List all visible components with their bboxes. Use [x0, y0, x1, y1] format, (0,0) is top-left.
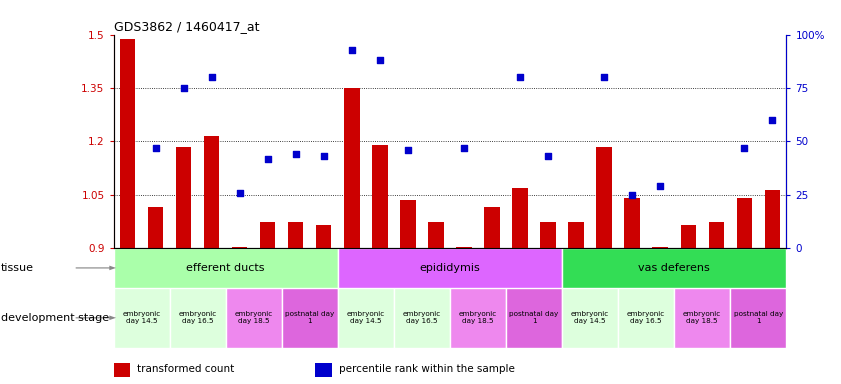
Text: embryonic
day 18.5: embryonic day 18.5 — [459, 311, 497, 324]
Bar — [512, 188, 528, 248]
Bar — [680, 225, 696, 248]
Point — [626, 192, 639, 198]
Bar — [674, 288, 730, 348]
Point — [765, 117, 779, 123]
Text: embryonic
day 18.5: embryonic day 18.5 — [235, 311, 272, 324]
Bar — [288, 222, 304, 248]
Text: postnatal day
1: postnatal day 1 — [733, 311, 783, 324]
Bar — [114, 248, 338, 288]
Bar — [764, 190, 780, 248]
Bar — [120, 39, 135, 248]
Bar — [400, 200, 415, 248]
Bar — [114, 362, 130, 377]
Text: GDS3862 / 1460417_at: GDS3862 / 1460417_at — [114, 20, 259, 33]
Bar — [316, 225, 331, 248]
Point — [401, 147, 415, 153]
Point — [149, 145, 162, 151]
Bar — [569, 222, 584, 248]
Bar — [315, 362, 332, 377]
Bar — [428, 222, 444, 248]
Point — [233, 190, 246, 196]
Text: embryonic
day 18.5: embryonic day 18.5 — [683, 311, 722, 324]
Bar — [562, 288, 618, 348]
Point — [289, 151, 303, 157]
Point — [653, 183, 667, 189]
Text: efferent ducts: efferent ducts — [187, 263, 265, 273]
Point — [513, 74, 526, 80]
Point — [597, 74, 611, 80]
Bar — [737, 199, 752, 248]
Text: embryonic
day 14.5: embryonic day 14.5 — [123, 311, 161, 324]
Bar — [176, 147, 192, 248]
Bar — [204, 136, 220, 248]
Bar — [618, 288, 674, 348]
Bar — [114, 248, 786, 355]
Text: percentile rank within the sample: percentile rank within the sample — [339, 364, 515, 374]
Text: tissue: tissue — [1, 263, 34, 273]
Point — [458, 145, 471, 151]
Bar — [225, 288, 282, 348]
Bar — [730, 288, 786, 348]
Bar — [260, 222, 276, 248]
Bar — [114, 288, 170, 348]
Bar — [506, 288, 562, 348]
Bar — [456, 247, 472, 248]
Text: postnatal day
1: postnatal day 1 — [285, 311, 335, 324]
Bar — [372, 145, 388, 248]
Text: postnatal day
1: postnatal day 1 — [510, 311, 558, 324]
Bar — [562, 248, 786, 288]
Text: embryonic
day 16.5: embryonic day 16.5 — [178, 311, 217, 324]
Bar — [540, 222, 556, 248]
Point — [738, 145, 751, 151]
Bar — [170, 288, 225, 348]
Point — [205, 74, 219, 80]
Bar — [394, 288, 450, 348]
Bar — [282, 288, 338, 348]
Text: embryonic
day 16.5: embryonic day 16.5 — [627, 311, 665, 324]
Point — [373, 57, 387, 63]
Bar — [708, 222, 724, 248]
Bar — [450, 288, 506, 348]
Bar — [624, 199, 640, 248]
Bar — [596, 147, 612, 248]
Point — [177, 85, 190, 91]
Bar — [338, 248, 562, 288]
Text: vas deferens: vas deferens — [638, 263, 710, 273]
Point — [317, 153, 331, 159]
Bar — [653, 247, 668, 248]
Bar — [338, 288, 394, 348]
Point — [261, 156, 274, 162]
Text: transformed count: transformed count — [137, 364, 235, 374]
Bar — [148, 207, 163, 248]
Text: development stage: development stage — [1, 313, 109, 323]
Point — [542, 153, 555, 159]
Point — [345, 46, 358, 53]
Text: embryonic
day 16.5: embryonic day 16.5 — [403, 311, 441, 324]
Text: embryonic
day 14.5: embryonic day 14.5 — [571, 311, 609, 324]
Bar — [484, 207, 500, 248]
Bar — [232, 247, 247, 248]
Bar — [344, 88, 360, 248]
Text: embryonic
day 14.5: embryonic day 14.5 — [346, 311, 385, 324]
Text: epididymis: epididymis — [420, 263, 480, 273]
